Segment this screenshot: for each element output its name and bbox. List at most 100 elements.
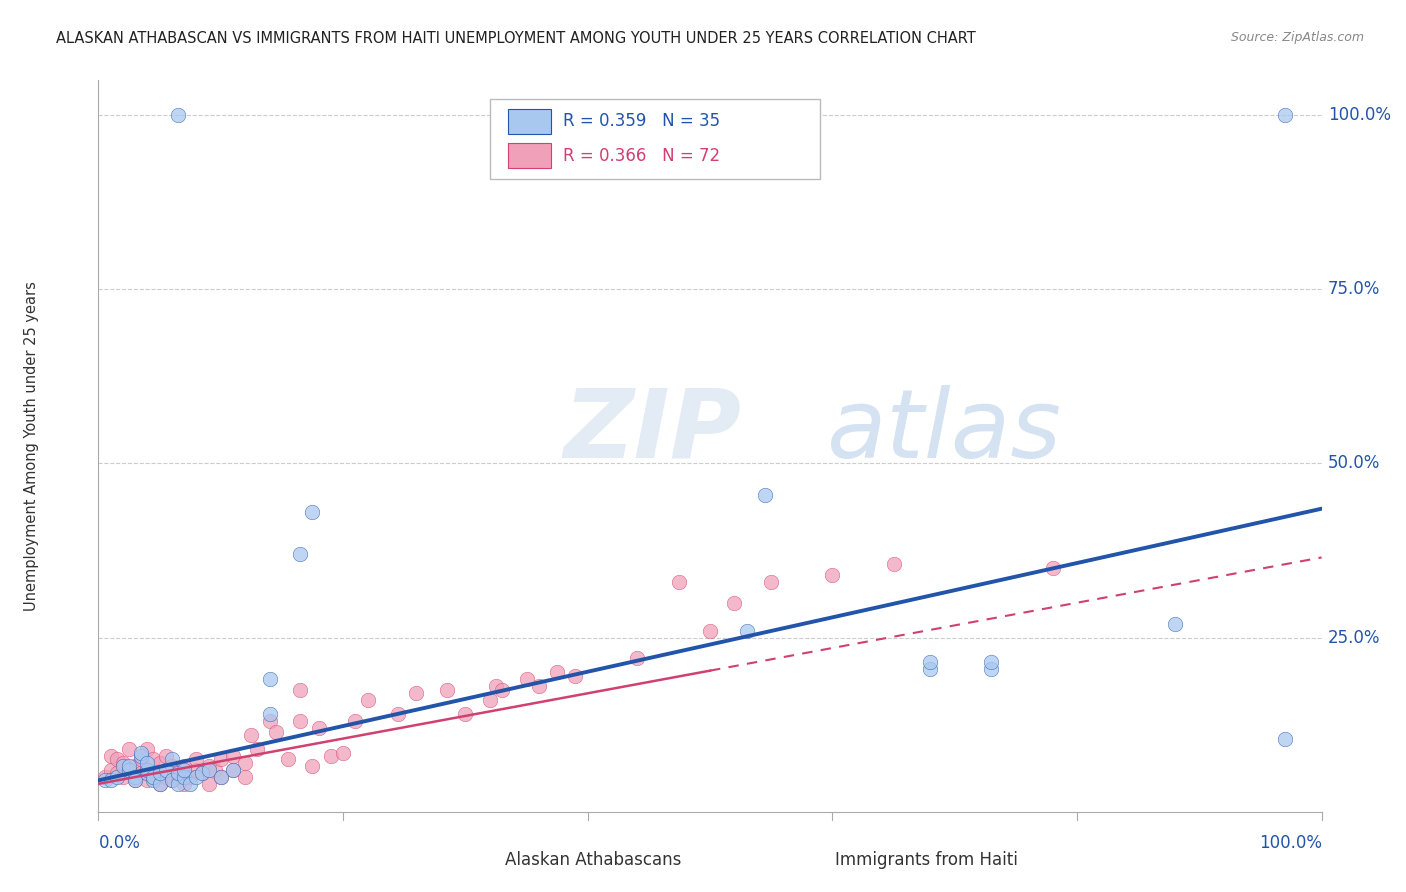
- Text: Source: ZipAtlas.com: Source: ZipAtlas.com: [1230, 31, 1364, 45]
- Point: [301, 505, 323, 519]
- Point: [485, 679, 508, 693]
- Text: ZIP: ZIP: [564, 384, 741, 478]
- Point: [105, 770, 128, 784]
- Point: [111, 756, 134, 770]
- Point: [129, 766, 152, 780]
- Text: atlas: atlas: [827, 384, 1062, 478]
- Point: [167, 770, 190, 784]
- Text: 75.0%: 75.0%: [1327, 280, 1381, 298]
- Text: 50.0%: 50.0%: [1327, 454, 1381, 473]
- Point: [259, 673, 281, 687]
- Point: [405, 686, 427, 700]
- Point: [222, 749, 245, 764]
- Point: [118, 742, 141, 756]
- Point: [290, 547, 312, 561]
- Point: [167, 777, 190, 791]
- Point: [319, 749, 342, 764]
- Point: [136, 763, 159, 777]
- Text: Alaskan Athabascans: Alaskan Athabascans: [505, 851, 681, 869]
- Point: [136, 742, 159, 756]
- Point: [160, 752, 183, 766]
- Point: [155, 770, 177, 784]
- Text: R = 0.359   N = 35: R = 0.359 N = 35: [564, 112, 720, 130]
- Point: [883, 558, 905, 572]
- Bar: [465, 850, 496, 871]
- Point: [155, 749, 177, 764]
- Point: [197, 763, 219, 777]
- Point: [93, 770, 115, 784]
- Point: [264, 724, 287, 739]
- Point: [191, 766, 214, 780]
- Point: [233, 770, 256, 784]
- Point: [155, 763, 177, 777]
- Point: [167, 766, 190, 780]
- Point: [699, 624, 721, 638]
- Point: [173, 763, 195, 777]
- Point: [118, 763, 141, 777]
- Point: [160, 773, 183, 788]
- Point: [222, 763, 245, 777]
- Point: [179, 770, 201, 784]
- Point: [1042, 561, 1064, 575]
- Point: [186, 763, 208, 777]
- Point: [142, 770, 165, 784]
- Point: [209, 770, 232, 784]
- Point: [173, 777, 195, 791]
- Point: [186, 770, 208, 784]
- Text: 100.0%: 100.0%: [1258, 834, 1322, 852]
- Point: [920, 662, 942, 676]
- Point: [259, 707, 281, 722]
- Point: [149, 777, 172, 791]
- Point: [149, 756, 172, 770]
- Text: Unemployment Among Youth under 25 years: Unemployment Among Youth under 25 years: [24, 281, 38, 611]
- Point: [204, 763, 226, 777]
- Point: [136, 763, 159, 777]
- Point: [290, 714, 312, 728]
- Point: [118, 759, 141, 773]
- Point: [454, 707, 477, 722]
- Point: [980, 655, 1002, 669]
- Point: [980, 662, 1002, 676]
- Point: [761, 574, 783, 589]
- Point: [167, 108, 190, 122]
- Point: [186, 752, 208, 766]
- Point: [387, 707, 409, 722]
- Point: [626, 651, 648, 665]
- Point: [564, 669, 586, 683]
- Point: [920, 655, 942, 669]
- Point: [301, 759, 323, 773]
- Text: ALASKAN ATHABASCAN VS IMMIGRANTS FROM HAITI UNEMPLOYMENT AMONG YOUTH UNDER 25 YE: ALASKAN ATHABASCAN VS IMMIGRANTS FROM HA…: [56, 31, 976, 46]
- Point: [209, 752, 232, 766]
- Point: [515, 673, 537, 687]
- Point: [142, 773, 165, 788]
- Point: [754, 488, 776, 502]
- Point: [735, 624, 758, 638]
- Point: [105, 752, 128, 766]
- Point: [129, 752, 152, 766]
- Point: [191, 766, 214, 780]
- Point: [173, 759, 195, 773]
- Point: [821, 567, 844, 582]
- Point: [142, 752, 165, 766]
- Point: [527, 679, 550, 693]
- Point: [136, 773, 159, 788]
- Point: [100, 763, 122, 777]
- Point: [209, 770, 232, 784]
- Point: [197, 777, 219, 791]
- Point: [246, 742, 269, 756]
- Point: [233, 756, 256, 770]
- Point: [222, 763, 245, 777]
- Point: [124, 759, 146, 773]
- Point: [546, 665, 568, 680]
- Point: [100, 749, 122, 764]
- Bar: [508, 109, 551, 134]
- Point: [118, 763, 141, 777]
- Point: [1164, 616, 1187, 631]
- Text: 0.0%: 0.0%: [98, 834, 141, 852]
- Point: [124, 773, 146, 788]
- Text: R = 0.366   N = 72: R = 0.366 N = 72: [564, 146, 720, 165]
- Bar: [796, 850, 827, 871]
- Point: [100, 773, 122, 788]
- Text: Immigrants from Haiti: Immigrants from Haiti: [835, 851, 1018, 869]
- Text: 25.0%: 25.0%: [1327, 629, 1381, 647]
